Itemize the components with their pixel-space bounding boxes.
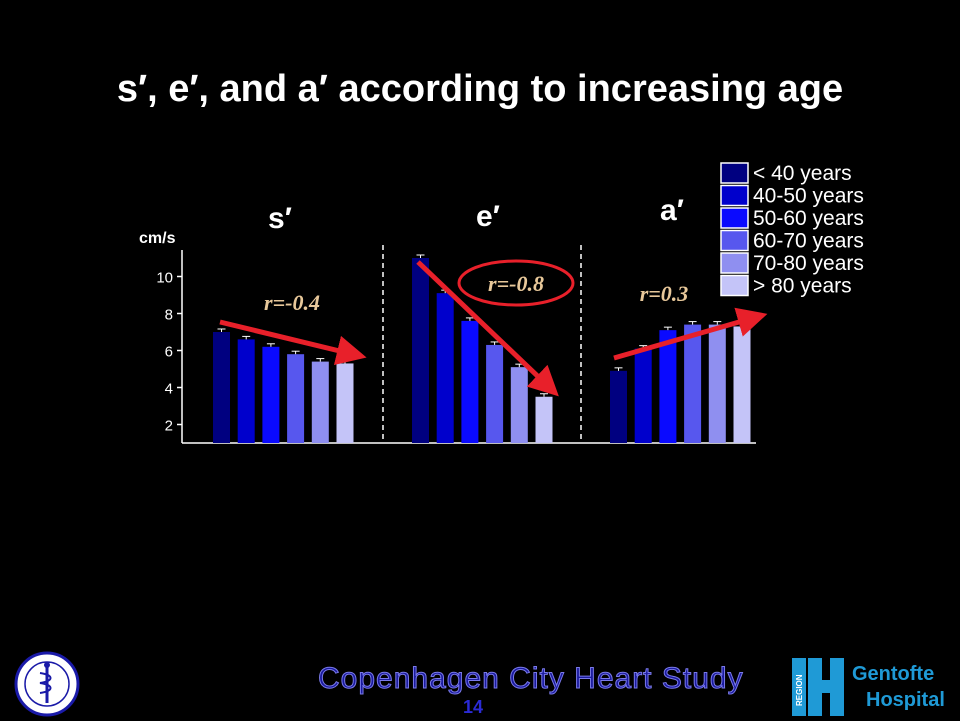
bar: [634, 348, 652, 443]
bar: [659, 330, 677, 443]
correlation-label: r=-0.4: [264, 290, 320, 315]
bar: [262, 346, 280, 443]
hospital-name-line1: Gentofte: [852, 663, 934, 685]
legend-swatch: [720, 229, 749, 252]
legend-swatch: [720, 162, 749, 184]
trend-arrow: [416, 260, 559, 397]
legend-swatch: [720, 252, 749, 274]
bar: [213, 332, 230, 443]
legend-label: 60-70 years: [753, 230, 864, 253]
legend-label: 40-50 years: [753, 185, 864, 208]
highlight-circle: [457, 259, 575, 307]
bar: [535, 396, 553, 443]
slide-title: s′, e′, and a′ according to increasing a…: [116, 68, 844, 110]
bar: [237, 339, 255, 443]
bar: [708, 324, 726, 443]
y-tick-label: 8: [165, 307, 173, 324]
bar: [461, 320, 479, 443]
university-seal-logo: [14, 651, 80, 717]
bar: [287, 354, 305, 443]
y-axis-label: cm/s: [139, 230, 176, 247]
bar: [510, 367, 528, 443]
legend-label: 70-80 years: [753, 252, 864, 275]
y-tick-label: 6: [165, 344, 173, 361]
study-name: Copenhagen City Heart Study: [318, 662, 744, 696]
group-label: s′: [268, 202, 292, 235]
y-tick-label: 10: [156, 270, 173, 287]
legend-swatch: [720, 274, 749, 297]
bar: [436, 293, 454, 443]
hospital-name-line2: Hospital: [866, 689, 945, 711]
bar: [610, 370, 627, 443]
bar: [311, 361, 329, 443]
correlation-label: r=0.3: [640, 281, 689, 306]
y-tick-label: 2: [165, 418, 173, 435]
legend-swatch: [720, 207, 749, 229]
legend-label: < 40 years: [753, 162, 852, 185]
legend-swatch: [720, 184, 749, 207]
legend-label: > 80 years: [753, 275, 852, 298]
page-number: 14: [463, 697, 484, 717]
trend-arrow: [613, 307, 768, 361]
bar: [684, 324, 702, 443]
y-tick-label: 4: [165, 381, 173, 398]
bar: [733, 326, 751, 443]
legend-label: 50-60 years: [753, 207, 864, 230]
bar: [336, 363, 354, 443]
correlation-label: r=-0.8: [488, 271, 544, 296]
region-label: REGION: [795, 674, 804, 706]
bar: [412, 258, 429, 443]
bar: [486, 344, 504, 443]
gentofte-hospital-logo: REGION Gentofte Hospital: [792, 658, 952, 716]
trend-arrow: [219, 319, 367, 366]
group-label: e′: [476, 200, 500, 233]
group-label: a′: [660, 194, 684, 227]
